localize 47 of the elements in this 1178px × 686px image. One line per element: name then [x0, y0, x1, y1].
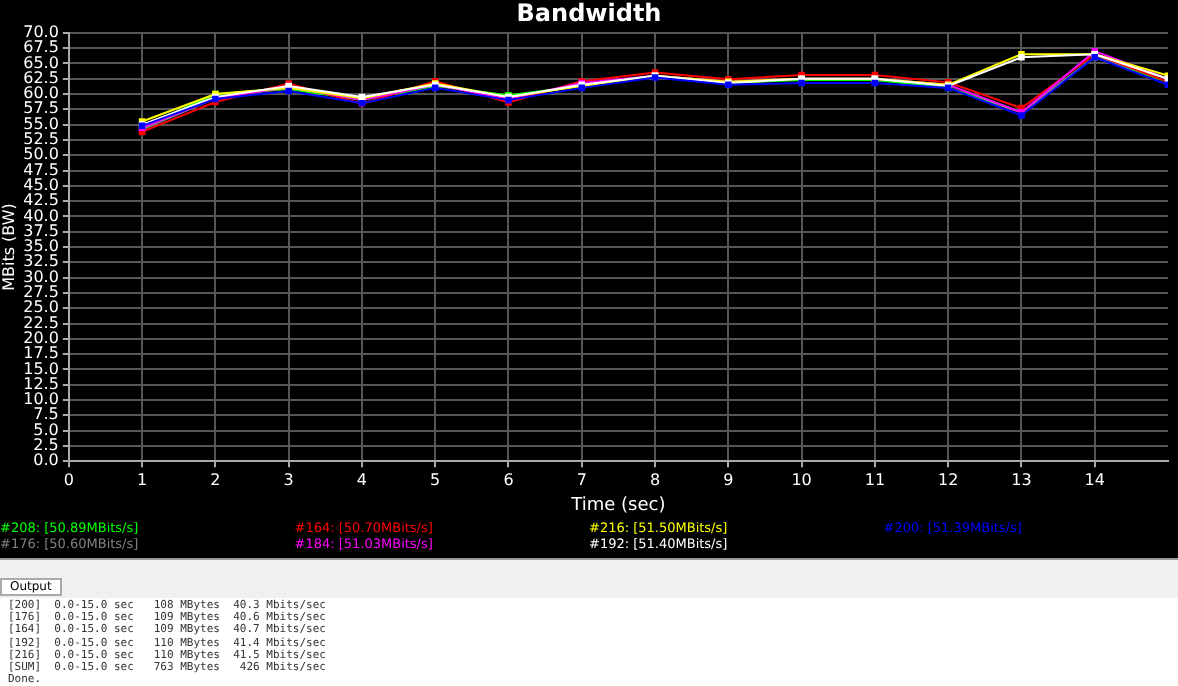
- y-tick-label: 60.0: [23, 84, 59, 103]
- x-tick-label: 0: [63, 470, 74, 489]
- y-tick-label: 52.5: [23, 130, 59, 149]
- y-tick-label: 27.5: [23, 283, 59, 302]
- y-tick-label: 55.0: [23, 114, 59, 133]
- y-tick-label: 35.0: [23, 237, 59, 256]
- y-tick-label: 0.0: [33, 451, 59, 470]
- y-tick-label: 7.5: [33, 405, 59, 424]
- y-tick-label: 17.5: [23, 344, 59, 363]
- x-axis-title: Time (sec): [569, 495, 666, 516]
- x-tick-label: 8: [649, 470, 661, 489]
- y-tick-label: 65.0: [23, 53, 59, 72]
- x-tick-label: 2: [210, 470, 221, 489]
- y-tick-label: 5.0: [33, 420, 59, 439]
- x-tick-label: 14: [1084, 470, 1105, 489]
- x-tick-label: 3: [283, 470, 294, 489]
- y-tick-label: 37.5: [23, 221, 59, 240]
- y-tick-label: 10.0: [23, 390, 59, 409]
- y-tick-label: 22.5: [23, 313, 59, 332]
- y-tick-label: 70.0: [23, 22, 59, 41]
- y-tick-label: 20.0: [23, 328, 59, 347]
- y-tick-label: 50.0: [23, 145, 59, 164]
- y-tick-label: 45.0: [23, 175, 59, 194]
- y-tick-label: 25.0: [23, 298, 59, 317]
- x-tick-label: 10: [791, 470, 812, 489]
- x-tick-label: 12: [937, 470, 959, 489]
- y-tick-label: 12.5: [23, 374, 59, 393]
- y-tick-label: 42.5: [23, 191, 59, 210]
- y-tick-label: 30.0: [23, 267, 59, 286]
- x-tick-label: 1: [137, 470, 148, 489]
- x-tick-label: 6: [503, 470, 514, 489]
- y-tick-label: 47.5: [23, 160, 59, 179]
- x-tick-label: 5: [430, 470, 441, 489]
- y-tick-label: 15.0: [23, 359, 59, 378]
- x-tick-label: 13: [1011, 470, 1032, 489]
- y-tick-label: 62.5: [23, 68, 59, 87]
- x-tick-label: 7: [576, 470, 587, 489]
- y-tick-label: 2.5: [33, 436, 59, 455]
- y-axis-title: MBits (BW): [0, 203, 18, 291]
- x-tick-label: 4: [356, 470, 368, 489]
- chart-title: Bandwidth: [516, 0, 662, 27]
- y-tick-label: 40.0: [23, 206, 59, 225]
- x-tick-label: 9: [723, 470, 734, 489]
- x-tick-label: 11: [864, 470, 886, 489]
- y-tick-label: 57.5: [23, 99, 59, 118]
- y-tick-label: 32.5: [23, 252, 59, 271]
- y-tick-label: 67.5: [23, 38, 59, 57]
